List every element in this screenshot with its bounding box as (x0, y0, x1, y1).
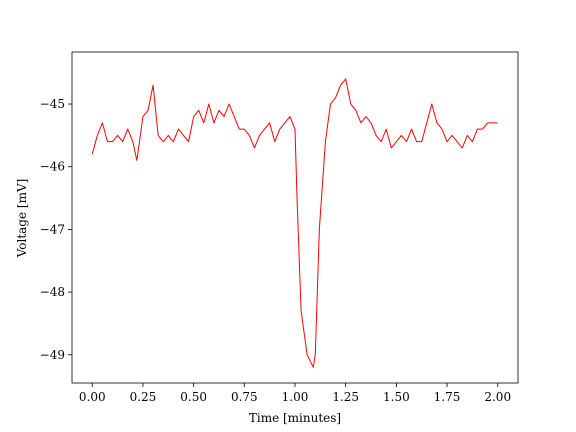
y-tick-label: −49 (40, 348, 65, 362)
y-tick-label: −46 (40, 160, 65, 174)
x-tick-label: 0.75 (231, 390, 258, 404)
y-tick-label: −47 (40, 222, 65, 236)
x-tick-label: 0.00 (79, 390, 106, 404)
x-tick-label: 0.25 (130, 390, 157, 404)
y-tick-label: −45 (40, 97, 65, 111)
y-tick-label: −48 (40, 285, 65, 299)
x-tick-label: 1.75 (434, 390, 461, 404)
x-tick-label: 2.00 (484, 390, 511, 404)
x-tick-label: 0.50 (180, 390, 207, 404)
line (91, 78, 498, 368)
x-tick-label: 1.00 (282, 390, 309, 404)
y-axis-label: Voltage [mV] (15, 179, 29, 259)
plot-frame (71, 51, 519, 384)
x-axis-label: Time [minutes] (249, 411, 341, 425)
x-tick-label: 1.25 (332, 390, 359, 404)
x-tick-label: 1.50 (383, 390, 410, 404)
